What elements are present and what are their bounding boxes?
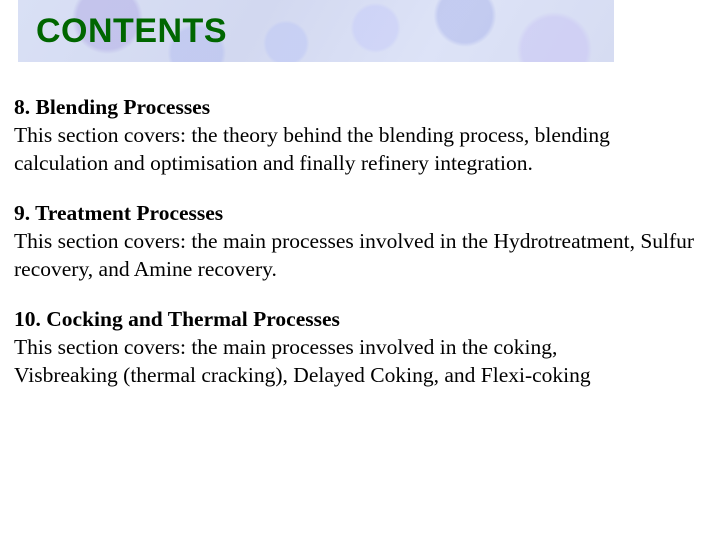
- section-10: 10. Cocking and Thermal Processes This s…: [14, 306, 706, 390]
- slide-title: CONTENTS: [36, 12, 227, 51]
- section-9-heading: 9. Treatment Processes: [14, 200, 706, 228]
- section-8-description: This section covers: the theory behind t…: [14, 122, 706, 178]
- section-9: 9. Treatment Processes This section cove…: [14, 200, 706, 284]
- section-8: 8. Blending Processes This section cover…: [14, 94, 706, 178]
- slide: CONTENTS 8. Blending Processes This sect…: [0, 0, 720, 540]
- section-8-heading: 8. Blending Processes: [14, 94, 706, 122]
- section-10-description: This section covers: the main processes …: [14, 334, 706, 390]
- section-10-heading: 10. Cocking and Thermal Processes: [14, 306, 706, 334]
- title-band: CONTENTS: [18, 0, 614, 62]
- section-9-description: This section covers: the main processes …: [14, 228, 706, 284]
- body-area: 8. Blending Processes This section cover…: [14, 94, 706, 411]
